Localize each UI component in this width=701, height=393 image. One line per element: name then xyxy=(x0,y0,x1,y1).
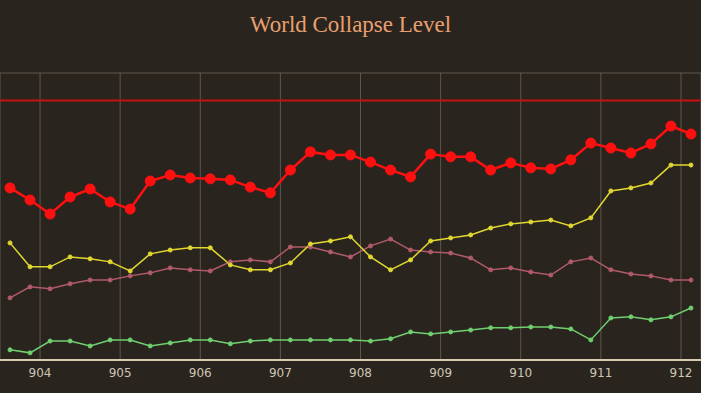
html-text:World Collapse Level: World Collapse Level xyxy=(249,12,452,37)
svg-text:906: 906 xyxy=(189,366,212,380)
svg-text:907: 907 xyxy=(269,366,292,380)
svg-text:904: 904 xyxy=(29,366,52,380)
svg-text:912: 912 xyxy=(670,366,693,380)
svg-text:908: 908 xyxy=(349,366,372,380)
svg-text:911: 911 xyxy=(589,366,612,380)
svg-text:910: 910 xyxy=(509,366,532,380)
svg-text:909: 909 xyxy=(429,366,452,380)
svg-text:905: 905 xyxy=(109,366,132,380)
